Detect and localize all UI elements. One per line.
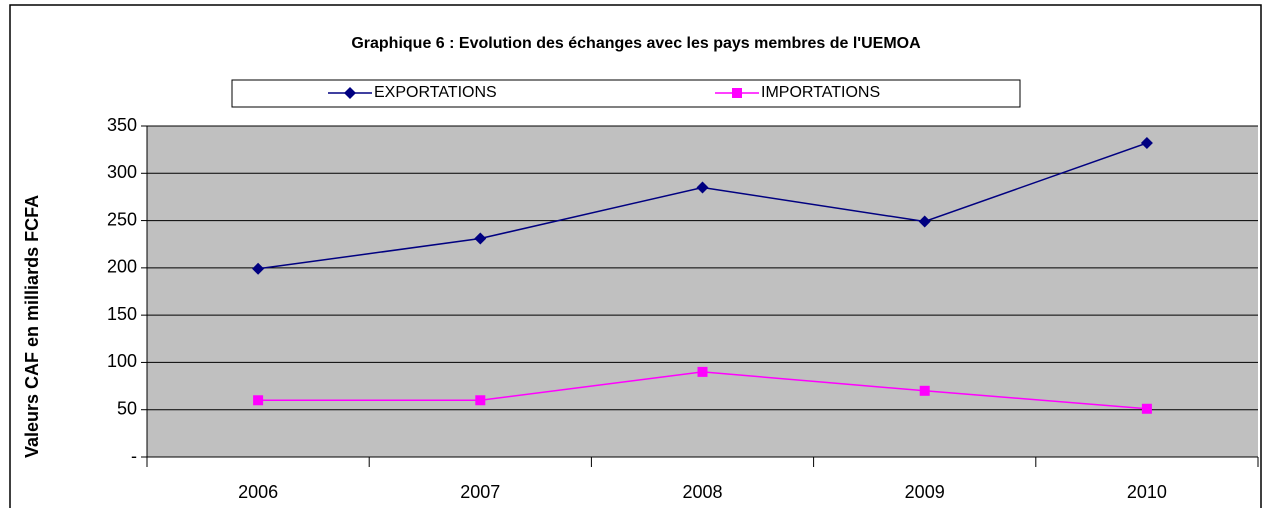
x-tick-label: 2006 <box>238 482 278 502</box>
data-point <box>696 181 709 194</box>
y-tick-label: 350 <box>107 115 137 135</box>
data-point <box>475 395 486 406</box>
y-tick-label: - <box>131 446 137 466</box>
y-axis-label: Valeurs CAF en milliards FCFA <box>22 195 42 458</box>
chart-title: Graphique 6 : Evolution des échanges ave… <box>351 35 921 52</box>
data-point <box>1140 137 1153 150</box>
data-point <box>253 395 264 406</box>
data-point <box>697 366 708 377</box>
y-tick-label: 50 <box>117 398 137 418</box>
legend-label: EXPORTATIONS <box>374 84 497 101</box>
x-tick-label: 2010 <box>1127 482 1167 502</box>
legend-marker <box>732 88 742 98</box>
y-tick-label: 100 <box>107 351 137 371</box>
legend-label: IMPORTATIONS <box>761 84 880 101</box>
y-tick-label: 300 <box>107 162 137 182</box>
plot-area <box>147 126 1258 457</box>
y-tick-label: 150 <box>107 304 137 324</box>
data-point <box>919 385 930 396</box>
y-tick-label: 200 <box>107 257 137 277</box>
data-point <box>918 215 931 228</box>
legend-marker <box>344 87 356 99</box>
x-tick-label: 2009 <box>905 482 945 502</box>
data-point <box>474 232 487 245</box>
y-tick-label: 250 <box>107 209 137 229</box>
x-tick-label: 2007 <box>460 482 500 502</box>
data-point <box>252 262 265 275</box>
x-tick-label: 2008 <box>682 482 722 502</box>
data-point <box>1141 403 1152 414</box>
